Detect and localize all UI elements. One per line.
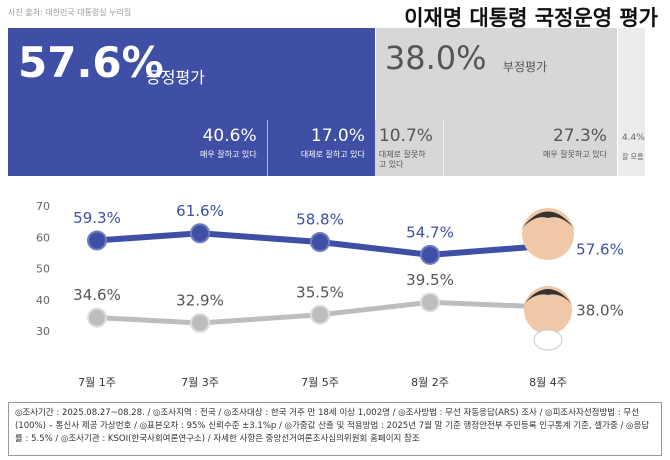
point bbox=[190, 223, 210, 244]
y-tick-label: 30 bbox=[36, 325, 50, 338]
credit: 사진 출처: 대한민국 대통령실 누리집 bbox=[8, 8, 132, 17]
value-label: 54.7% bbox=[406, 223, 454, 241]
segment-value: 10.7% bbox=[378, 126, 433, 146]
segment-bar bbox=[266, 120, 375, 176]
y-tick-label: 40 bbox=[36, 294, 50, 307]
point bbox=[190, 312, 210, 333]
title: 이재명 대통령 국정운영 평가 bbox=[404, 6, 658, 30]
value-label: 32.9% bbox=[176, 291, 224, 309]
footnote: ◎조사기간 : 2025.08.27~08.28. / ◎조사지역 : 전국 /… bbox=[8, 402, 662, 456]
y-tick-label: 70 bbox=[36, 200, 50, 213]
value-label: 61.6% bbox=[176, 202, 224, 220]
point bbox=[87, 230, 107, 251]
segment-value: 27.3% bbox=[552, 126, 607, 146]
point bbox=[420, 292, 440, 313]
value-label: 35.5% bbox=[296, 283, 344, 301]
segment-name: 대체로 잘하고 있다 bbox=[300, 150, 365, 159]
point bbox=[87, 307, 107, 328]
group-value: 38.0% bbox=[384, 39, 487, 77]
segment-name: 대체로 잘못하고 있다 bbox=[378, 150, 426, 169]
segment-bar bbox=[374, 120, 444, 176]
value-label: 34.6% bbox=[73, 286, 121, 304]
value-label: 39.5% bbox=[406, 271, 454, 289]
x-tick-label: 7월 3주 bbox=[181, 376, 219, 389]
point bbox=[420, 244, 440, 265]
y-tick-label: 50 bbox=[36, 263, 50, 276]
value-label: 59.3% bbox=[73, 209, 121, 227]
segment-name: 매우 잘못하고 있다 bbox=[542, 150, 607, 159]
point bbox=[310, 304, 330, 325]
group-name: 긍정평가 bbox=[146, 68, 205, 87]
x-tick-label: 7월 5주 bbox=[301, 376, 339, 389]
segment-bar bbox=[443, 120, 617, 176]
value-label: 57.6% bbox=[576, 240, 624, 258]
segment-bar bbox=[8, 120, 267, 176]
segment-name: 매우 잘하고 있다 bbox=[200, 150, 257, 159]
x-tick-label: 8월 2주 bbox=[411, 376, 449, 389]
face bbox=[522, 208, 574, 351]
y-tick-label: 60 bbox=[36, 231, 50, 244]
segment-value: 17.0% bbox=[310, 126, 365, 146]
segment-value: 40.6% bbox=[202, 126, 257, 146]
group-bar bbox=[616, 28, 645, 176]
x-tick-label: 7월 1주 bbox=[78, 376, 116, 389]
point bbox=[310, 232, 330, 252]
x-tick-label: 8월 4주 bbox=[529, 376, 567, 389]
value-label: 58.8% bbox=[296, 211, 344, 229]
value-label: 38.0% bbox=[576, 302, 624, 320]
group-value: 4.4% bbox=[621, 133, 645, 143]
group-name: 부정평가 bbox=[502, 60, 548, 74]
group-name: 잘 모름 bbox=[621, 153, 644, 161]
group-value: 57.6% bbox=[18, 38, 164, 87]
